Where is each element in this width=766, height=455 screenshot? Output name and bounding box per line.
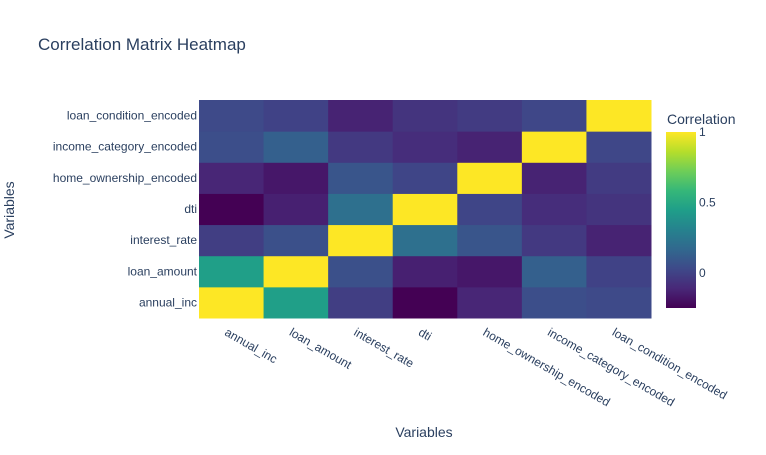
heatmap-cell-dti-annual_inc xyxy=(199,193,265,226)
y-tick-label: interest_rate xyxy=(130,233,197,247)
heatmap-cell-home_ownership_encoded-annual_inc xyxy=(199,162,265,194)
heatmap-cell-interest_rate-income_category_encoded xyxy=(521,224,587,257)
heatmap-cell-income_category_encoded-dti xyxy=(392,131,458,163)
heatmap-cell-loan_amount-annual_inc xyxy=(199,255,265,288)
x-tick-label: interest_rate xyxy=(352,325,417,371)
heatmap-cell-interest_rate-dti xyxy=(392,224,458,257)
y-tick-labels: annual_inc loan_amount interest_rate dti hom… xyxy=(53,109,198,310)
chart-title: Correlation Matrix Heatmap xyxy=(38,35,246,54)
heatmap-cell-home_ownership_encoded-home_ownership_encoded xyxy=(457,162,523,194)
y-tick-label: income_category_encoded xyxy=(53,140,197,154)
heatmap-cell-interest_rate-home_ownership_encoded xyxy=(457,224,523,257)
y-axis-title: Variables xyxy=(1,181,17,238)
heatmap-cell-loan_condition_encoded-income_category_encoded xyxy=(521,100,587,132)
heatmap-cell-dti-dti xyxy=(392,193,458,226)
heatmap-cells xyxy=(199,100,652,319)
colorbar-title: Correlation xyxy=(667,111,735,127)
heatmap-cell-loan_amount-home_ownership_encoded xyxy=(457,255,523,288)
heatmap-cell-home_ownership_encoded-dti xyxy=(392,162,458,194)
heatmap-cell-annual_inc-income_category_encoded xyxy=(521,286,587,319)
heatmap-cell-dti-loan_amount xyxy=(263,193,329,226)
heatmap-cell-income_category_encoded-annual_inc xyxy=(199,131,265,163)
heatmap-cell-income_category_encoded-loan_condition_encoded xyxy=(586,131,652,163)
x-tick-label: dti xyxy=(416,325,434,343)
heatmap-cell-loan_condition_encoded-loan_condition_encoded xyxy=(586,100,652,132)
colorbar-gradient xyxy=(666,132,696,308)
heatmap-cell-loan_amount-dti xyxy=(392,255,458,288)
colorbar: 00.51 xyxy=(666,125,716,308)
heatmap-cell-loan_condition_encoded-annual_inc xyxy=(199,100,265,132)
heatmap-cell-income_category_encoded-home_ownership_encoded xyxy=(457,131,523,163)
heatmap-cell-dti-loan_condition_encoded xyxy=(586,193,652,226)
heatmap-cell-interest_rate-interest_rate xyxy=(328,224,394,257)
heatmap-cell-income_category_encoded-loan_amount xyxy=(263,131,329,163)
heatmap-cell-dti-home_ownership_encoded xyxy=(457,193,523,226)
colorbar-tick-label: 0.5 xyxy=(699,195,716,209)
x-tick-label: loan_amount xyxy=(287,325,355,372)
heatmap-cell-home_ownership_encoded-income_category_encoded xyxy=(521,162,587,194)
colorbar-tick-label: 1 xyxy=(699,125,706,139)
heatmap-cell-annual_inc-dti xyxy=(392,286,458,319)
y-tick-label: loan_amount xyxy=(128,264,198,278)
heatmap-cell-annual_inc-home_ownership_encoded xyxy=(457,286,523,319)
heatmap-cell-home_ownership_encoded-interest_rate xyxy=(328,162,394,194)
heatmap-cell-annual_inc-interest_rate xyxy=(328,286,394,319)
heatmap-cell-loan_condition_encoded-home_ownership_encoded xyxy=(457,100,523,132)
heatmap-cell-dti-interest_rate xyxy=(328,193,394,226)
heatmap-cell-loan_amount-income_category_encoded xyxy=(521,255,587,288)
y-tick-label: annual_inc xyxy=(139,295,197,309)
heatmap-cell-income_category_encoded-interest_rate xyxy=(328,131,394,163)
heatmap-cell-annual_inc-loan_amount xyxy=(263,286,329,319)
heatmap-cell-loan_condition_encoded-dti xyxy=(392,100,458,132)
heatmap-cell-annual_inc-loan_condition_encoded xyxy=(586,286,652,319)
x-tick-label: loan_condition_encoded xyxy=(610,325,730,402)
heatmap-cell-home_ownership_encoded-loan_amount xyxy=(263,162,329,194)
heatmap-cell-income_category_encoded-income_category_encoded xyxy=(521,131,587,163)
y-tick-label: dti xyxy=(184,202,197,216)
heatmap-cell-loan_amount-interest_rate xyxy=(328,255,394,288)
heatmap-cell-loan_condition_encoded-interest_rate xyxy=(328,100,394,132)
x-tick-label: annual_inc xyxy=(222,325,279,366)
heatmap-cell-interest_rate-annual_inc xyxy=(199,224,265,257)
x-axis-title: Variables xyxy=(395,424,452,440)
heatmap-cell-dti-income_category_encoded xyxy=(521,193,587,226)
y-tick-label: loan_condition_encoded xyxy=(67,109,197,123)
heatmap-cell-home_ownership_encoded-loan_condition_encoded xyxy=(586,162,652,194)
heatmap-cell-loan_condition_encoded-loan_amount xyxy=(263,100,329,132)
heatmap-cell-interest_rate-loan_amount xyxy=(263,224,329,257)
colorbar-tick-label: 0 xyxy=(699,266,706,280)
heatmap-cell-loan_amount-loan_amount xyxy=(263,255,329,288)
heatmap-cell-loan_amount-loan_condition_encoded xyxy=(586,255,652,288)
y-tick-label: home_ownership_encoded xyxy=(53,171,197,185)
heatmap-cell-annual_inc-annual_inc xyxy=(199,286,265,319)
heatmap-cell-interest_rate-loan_condition_encoded xyxy=(586,224,652,257)
